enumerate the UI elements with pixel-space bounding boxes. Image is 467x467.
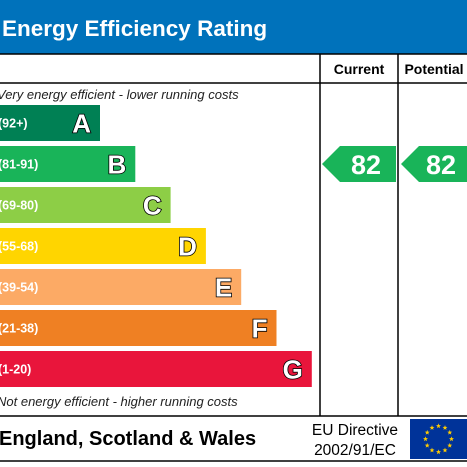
eu-flag-star: [423, 436, 428, 442]
eu-flag-star: [442, 425, 448, 430]
top-note: Very energy efficient - lower running co…: [0, 87, 239, 102]
band-c-bar: [0, 187, 171, 223]
chart-title: Energy Efficiency Rating: [2, 16, 267, 41]
eu-flag-star: [436, 449, 441, 455]
band-e-letter: E: [215, 273, 232, 303]
eu-flag-star: [449, 436, 454, 442]
eu-flag-star: [436, 423, 441, 429]
footer-region: England, Scotland & Wales: [0, 428, 256, 450]
band-g-range: (1-20): [0, 363, 31, 377]
potential-rating-arrow: [401, 146, 467, 182]
band-d-bar: [0, 228, 206, 264]
current-rating-arrow: [322, 146, 396, 182]
band-b-letter: B: [108, 150, 127, 180]
band-c-letter: C: [143, 191, 162, 221]
band-a-range: (92+): [0, 117, 28, 131]
potential-rating-value: 82: [426, 150, 456, 180]
eu-flag-star: [447, 429, 453, 435]
table-frame: [0, 53, 467, 462]
eu-flag-star: [429, 447, 435, 453]
band-b-bar: [0, 146, 136, 182]
eu-flag-icon: [410, 419, 467, 459]
eu-flag-star: [447, 442, 453, 448]
directive-line-1: EU Directive: [312, 422, 398, 439]
header-bar: [0, 0, 467, 54]
eu-flag-star: [442, 447, 448, 453]
band-b-range: (81-91): [0, 158, 38, 172]
band-a-bar: [0, 105, 100, 141]
band-e-bar: [0, 269, 242, 305]
eu-flag-star: [424, 442, 430, 448]
band-f-range: (21-38): [0, 322, 38, 336]
band-f-letter: F: [252, 314, 268, 344]
bottom-note: Not energy efficient - higher running co…: [0, 394, 238, 409]
potential-column-header: Potential: [404, 61, 463, 77]
eu-flag-star: [429, 425, 435, 430]
rating-bands: (92+) A (81-91) B (69-80) C (55-68) D (39-54) E (2…: [0, 105, 312, 387]
directive-line-2: 2002/91/EC: [314, 442, 396, 459]
band-g-bar: [0, 351, 312, 387]
band-g-letter: G: [283, 355, 303, 385]
band-f-bar: [0, 310, 277, 346]
band-d-letter: D: [178, 232, 197, 262]
band-a-letter: A: [72, 109, 91, 139]
rating-indicators: 82 82: [322, 146, 467, 182]
band-e-range: (39-54): [0, 281, 38, 295]
current-rating-value: 82: [351, 150, 381, 180]
band-d-range: (55-68): [0, 240, 38, 254]
band-c-range: (69-80): [0, 199, 38, 213]
current-column-header: Current: [334, 61, 385, 77]
eu-flag-star: [424, 429, 430, 435]
